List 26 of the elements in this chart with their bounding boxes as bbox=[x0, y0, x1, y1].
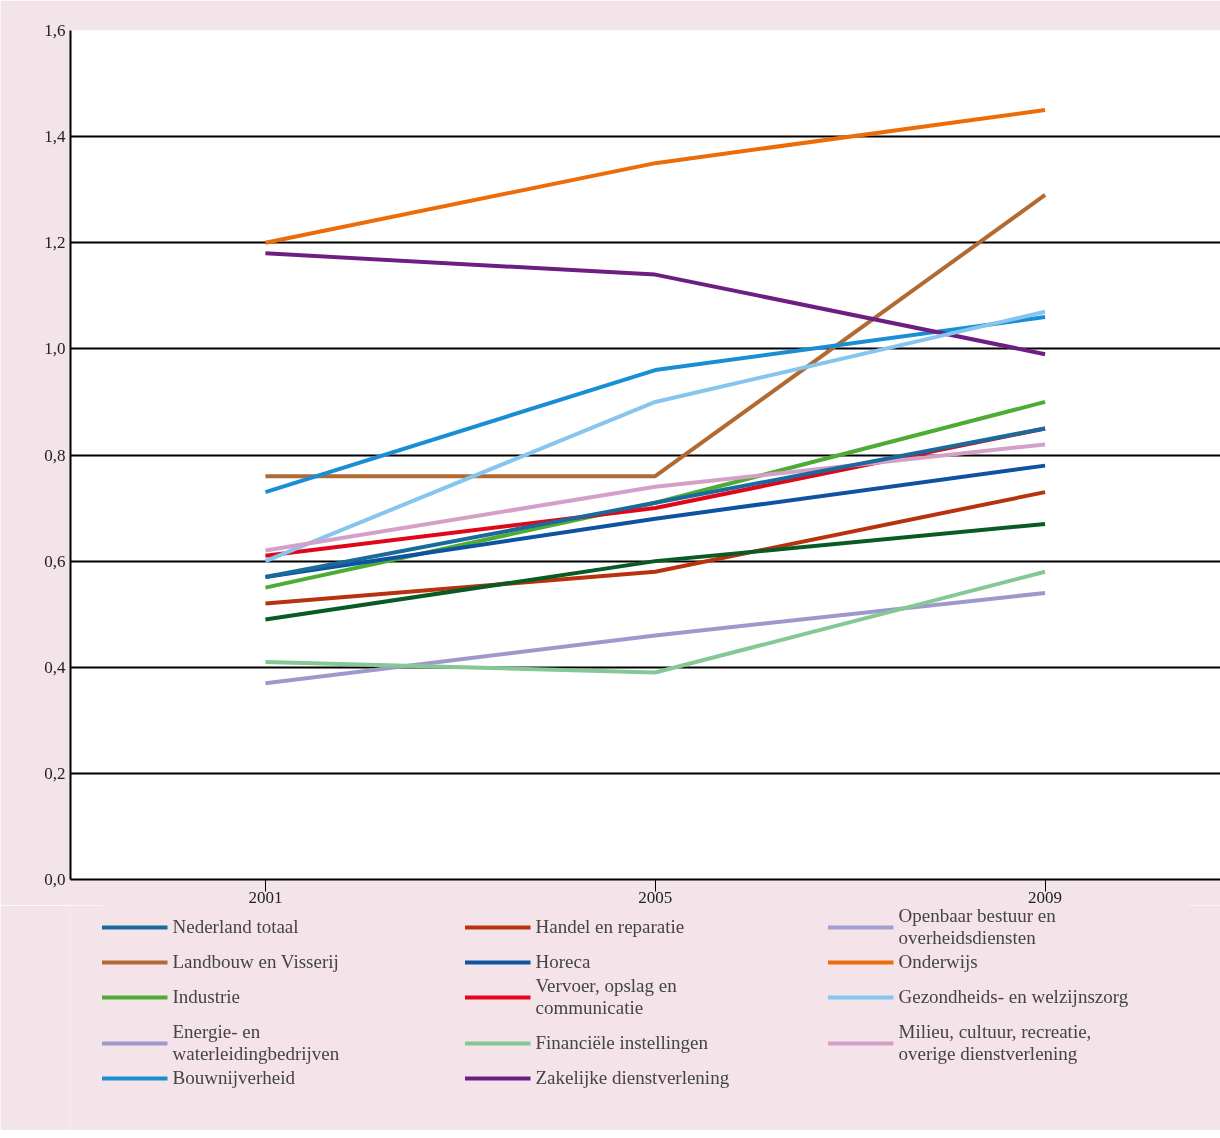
y-tick-label: 1,6 bbox=[44, 21, 66, 40]
x-tick-label: 2005 bbox=[638, 887, 673, 907]
y-tick-label: 0,4 bbox=[44, 657, 66, 677]
legend-label: Gezondheids- en welzijnszorg bbox=[898, 986, 1130, 1008]
legend-label: Industrie bbox=[172, 986, 242, 1008]
legend-label: Vervoer, opslag en communicatie bbox=[535, 975, 678, 1019]
legend-label: Openbaar bestuur en overheidsdiensten bbox=[898, 905, 1057, 949]
legend-label: Landbouw en Visserij bbox=[172, 951, 340, 973]
legend-label: Onderwijs bbox=[898, 951, 979, 973]
y-tick-label: 1,4 bbox=[44, 127, 66, 147]
legend-label: Financiële instellingen bbox=[535, 1032, 710, 1054]
x-tick-label: 2001 bbox=[248, 887, 283, 907]
y-tick-label: 1,2 bbox=[44, 233, 66, 253]
legend-label: Bouwnijverheid bbox=[172, 1067, 296, 1089]
legend-label: Horeca bbox=[535, 951, 592, 973]
y-tick-label: 0,8 bbox=[44, 445, 66, 465]
y-tick-label: 0,0 bbox=[44, 870, 66, 889]
legend-label: Nederland totaal bbox=[172, 916, 300, 938]
legend-label: Handel en reparatie bbox=[535, 916, 686, 938]
x-tick-label: 2009 bbox=[1028, 887, 1063, 907]
y-tick-label: 0,6 bbox=[44, 551, 66, 571]
y-tick-label: 1,0 bbox=[44, 339, 66, 359]
y-tick-label: 0,2 bbox=[44, 763, 66, 783]
legend-label: Zakelijke dienstverlening bbox=[535, 1067, 731, 1089]
legend-label: Energie- en waterleidingbedrijven bbox=[172, 1021, 341, 1065]
legend-label: Milieu, cultuur, recreatie, overige dienstverlening bbox=[898, 1021, 1093, 1065]
